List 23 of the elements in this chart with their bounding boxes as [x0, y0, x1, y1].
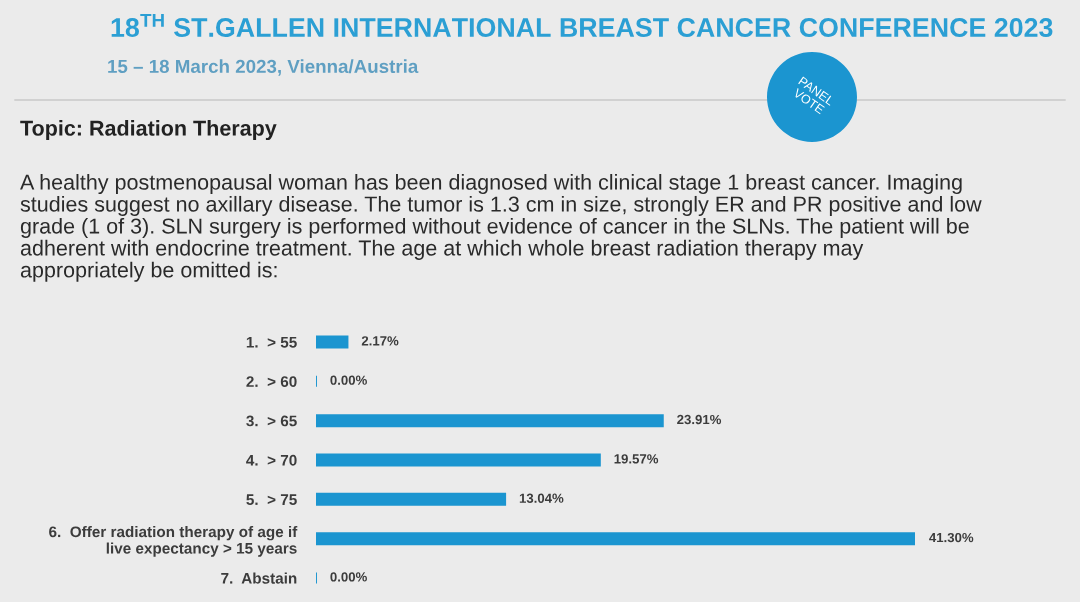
y-tick-label: 3. > 65 — [246, 415, 297, 427]
data-label: 13.04% — [519, 493, 564, 503]
y-tick-label: 4. > 70 — [246, 454, 297, 466]
data-label: 0.00% — [330, 375, 367, 385]
data-label: 23.91% — [677, 414, 722, 425]
text: Topic: Radiation Therapy — [20, 119, 277, 141]
y-tick-label: 5. > 75 — [246, 494, 297, 506]
bar — [316, 532, 915, 546]
data-label: 0.00% — [330, 572, 367, 582]
chart-title: 18$^{TH}$ ST.GALLEN INTERNATIONAL BREAST CANCER CONFERENCE 2023 — [111, 13, 1053, 38]
data-label: 19.57% — [614, 454, 659, 464]
y-tick-label: 7. Abstain — [221, 572, 297, 584]
y-tick-label: 1. > 55 — [246, 337, 297, 348]
bar — [316, 492, 507, 506]
data-label: 41.30% — [929, 532, 974, 543]
bar — [316, 453, 601, 467]
y-tick-label: 6. Offer radiation therapy of age if live expectancy > 15 years — [49, 526, 298, 557]
data-label: 2.17% — [361, 336, 399, 346]
chart-subtitle: 15 – 18 March 2023, Vienna/Austria — [108, 59, 419, 76]
bar — [316, 335, 349, 349]
y-tick-label: 2. > 60 — [246, 376, 297, 387]
bar — [316, 414, 664, 428]
text: A healthy postmenopausal woman has been diagnosed with clinical stage 1 breast cancer. Imaging studies suggest no axillary disease. The tumor is 1.3 cm in size, strongly ER and PR positive and low grade (1 of 3). SLN surgery is performed without evidence of cancer in the SLNs. The patient will be adherent with endocrine treatment. The age at which whole breast radiation therapy may appropriately be omitted is: — [20, 174, 982, 282]
